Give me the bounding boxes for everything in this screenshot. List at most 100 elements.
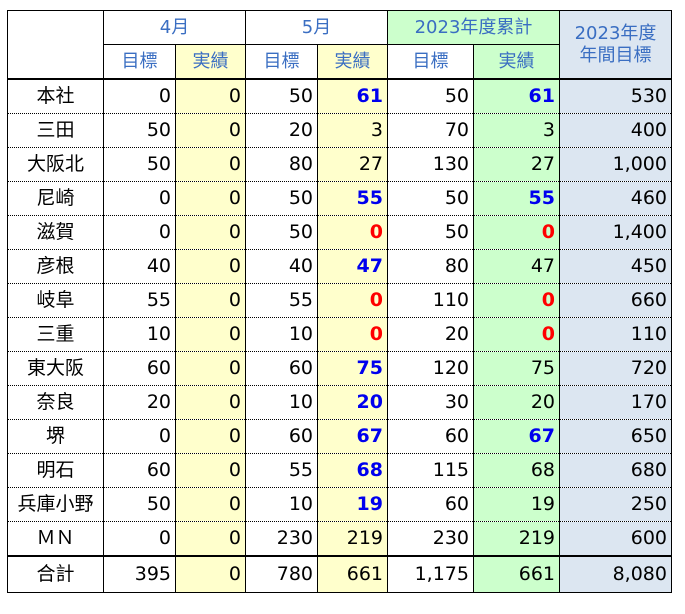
may-target-cell: 20 xyxy=(245,113,318,148)
cumulative-actual-cell: 0 xyxy=(473,317,560,352)
header-cumulative-actual: 実績 xyxy=(473,44,560,80)
cumulative-actual-cell: 3 xyxy=(473,113,560,148)
annual-target-cell: 1,400 xyxy=(559,215,672,250)
table-row: 彦根 40 0 40 47 80 47 450 xyxy=(7,249,672,284)
annual-target-cell: 400 xyxy=(559,113,672,148)
branch-name-cell: 奈良 xyxy=(7,385,104,420)
cumulative-actual-cell: 27 xyxy=(473,147,560,182)
april-target-cell: 0 xyxy=(103,521,176,557)
branch-name-cell: 兵庫小野 xyxy=(7,487,104,522)
april-actual-cell: 0 xyxy=(175,113,246,148)
total-label: 合計 xyxy=(7,555,104,593)
header-april: 4月 xyxy=(103,10,246,45)
may-target-cell: 50 xyxy=(245,215,318,250)
may-actual-cell: 67 xyxy=(317,419,388,454)
total-may-actual: 661 xyxy=(317,555,388,593)
table-row: 堺 0 0 60 67 60 67 650 xyxy=(7,419,672,454)
april-actual-cell: 0 xyxy=(175,317,246,352)
table-row: 三重 10 0 10 0 20 0 110 xyxy=(7,317,672,352)
header-may-actual: 実績 xyxy=(317,44,388,80)
april-target-cell: 20 xyxy=(103,385,176,420)
annual-target-cell: 680 xyxy=(559,453,672,488)
branch-name-cell: ＭＮ xyxy=(7,521,104,557)
cumulative-actual-cell: 20 xyxy=(473,385,560,420)
cumulative-target-cell: 120 xyxy=(387,351,474,386)
table-row: 岐阜 55 0 55 0 110 0 660 xyxy=(7,283,672,318)
branch-name-cell: 東大阪 xyxy=(7,351,104,386)
header-annual: 2023年度 年間目標 xyxy=(559,10,672,80)
branch-name-cell: 大阪北 xyxy=(7,147,104,182)
branch-name-cell: 岐阜 xyxy=(7,283,104,318)
annual-target-cell: 1,000 xyxy=(559,147,672,182)
may-actual-cell: 68 xyxy=(317,453,388,488)
may-actual-cell: 19 xyxy=(317,487,388,522)
april-actual-cell: 0 xyxy=(175,249,246,284)
cumulative-target-cell: 60 xyxy=(387,419,474,454)
april-target-cell: 40 xyxy=(103,249,176,284)
header-row-1: 4月 5月 2023年度累計 2023年度 年間目標 xyxy=(7,10,672,80)
cumulative-target-cell: 60 xyxy=(387,487,474,522)
annual-target-cell: 660 xyxy=(559,283,672,318)
table-row: 明石 60 0 55 68 115 68 680 xyxy=(7,453,672,488)
header-may-target: 目標 xyxy=(245,44,318,80)
cumulative-actual-cell: 0 xyxy=(473,215,560,250)
may-target-cell: 40 xyxy=(245,249,318,284)
annual-target-cell: 720 xyxy=(559,351,672,386)
annual-target-cell: 110 xyxy=(559,317,672,352)
total-cumulative-actual: 661 xyxy=(473,555,560,593)
cumulative-target-cell: 70 xyxy=(387,113,474,148)
may-actual-cell: 219 xyxy=(317,521,388,557)
table-row: 奈良 20 0 10 20 30 20 170 xyxy=(7,385,672,420)
april-target-cell: 0 xyxy=(103,181,176,216)
performance-table: 4月 5月 2023年度累計 2023年度 年間目標 目標 実績 目標 実績 目… xyxy=(7,10,672,593)
cumulative-actual-cell: 19 xyxy=(473,487,560,522)
april-actual-cell: 0 xyxy=(175,521,246,557)
april-actual-cell: 0 xyxy=(175,487,246,522)
annual-target-cell: 250 xyxy=(559,487,672,522)
may-actual-cell: 0 xyxy=(317,215,388,250)
april-actual-cell: 0 xyxy=(175,78,246,114)
cumulative-target-cell: 80 xyxy=(387,249,474,284)
branch-name-cell: 三田 xyxy=(7,113,104,148)
april-target-cell: 60 xyxy=(103,351,176,386)
branch-name-cell: 尼崎 xyxy=(7,181,104,216)
header-cumulative-target: 目標 xyxy=(387,44,474,80)
april-target-cell: 0 xyxy=(103,215,176,250)
cumulative-actual-cell: 219 xyxy=(473,521,560,557)
cumulative-actual-cell: 68 xyxy=(473,453,560,488)
cumulative-actual-cell: 75 xyxy=(473,351,560,386)
april-actual-cell: 0 xyxy=(175,181,246,216)
total-cumulative-target: 1,175 xyxy=(387,555,474,593)
annual-target-cell: 600 xyxy=(559,521,672,557)
header-may: 5月 xyxy=(245,10,388,45)
corner-cell xyxy=(7,10,104,80)
cumulative-actual-cell: 67 xyxy=(473,419,560,454)
may-target-cell: 50 xyxy=(245,78,318,114)
may-actual-cell: 3 xyxy=(317,113,388,148)
april-actual-cell: 0 xyxy=(175,453,246,488)
total-april-target: 395 xyxy=(103,555,176,593)
may-target-cell: 10 xyxy=(245,317,318,352)
may-actual-cell: 0 xyxy=(317,317,388,352)
header-april-actual: 実績 xyxy=(175,44,246,80)
cumulative-target-cell: 50 xyxy=(387,181,474,216)
april-target-cell: 50 xyxy=(103,487,176,522)
total-april-actual: 0 xyxy=(175,555,246,593)
cumulative-target-cell: 115 xyxy=(387,453,474,488)
total-annual-target: 8,080 xyxy=(559,555,672,593)
may-actual-cell: 61 xyxy=(317,78,388,114)
cumulative-target-cell: 30 xyxy=(387,385,474,420)
may-target-cell: 10 xyxy=(245,385,318,420)
cumulative-target-cell: 130 xyxy=(387,147,474,182)
table-row: 大阪北 50 0 80 27 130 27 1,000 xyxy=(7,147,672,182)
cumulative-actual-cell: 55 xyxy=(473,181,560,216)
total-row: 合計 395 0 780 661 1,175 661 8,080 xyxy=(7,555,672,593)
april-actual-cell: 0 xyxy=(175,283,246,318)
table-row: ＭＮ 0 0 230 219 230 219 600 xyxy=(7,521,672,557)
annual-target-cell: 650 xyxy=(559,419,672,454)
may-target-cell: 10 xyxy=(245,487,318,522)
cumulative-target-cell: 50 xyxy=(387,215,474,250)
april-actual-cell: 0 xyxy=(175,385,246,420)
may-actual-cell: 20 xyxy=(317,385,388,420)
cumulative-actual-cell: 0 xyxy=(473,283,560,318)
